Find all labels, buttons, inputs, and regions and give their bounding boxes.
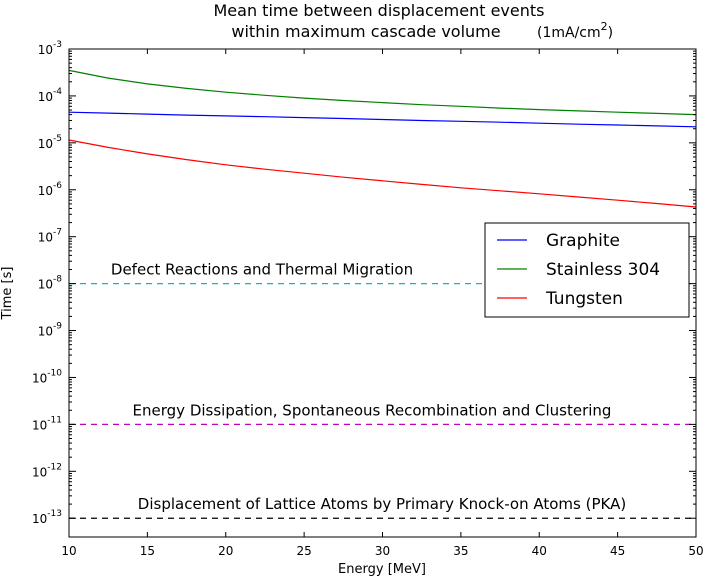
y-tick-label: 10-7 xyxy=(38,228,62,245)
y-tick-label: 10-3 xyxy=(38,40,62,57)
series-lines xyxy=(68,69,697,208)
reference-label: Displacement of Lattice Atoms by Primary… xyxy=(138,495,626,513)
y-tick-label: 10-11 xyxy=(32,415,62,432)
y-tick-label: 10-10 xyxy=(32,368,62,385)
y-axis-ticks: 10-3 10-4 10-5 10-6 10-7 10-8 10-9 10-10 10-11 10… xyxy=(32,40,696,526)
legend: Graphite Stainless 304 Tungsten xyxy=(484,222,690,318)
x-axis-label: Energy [MeV] xyxy=(338,562,426,577)
x-tick-label: 40 xyxy=(532,544,547,558)
y-tick-label: 10-5 xyxy=(38,134,62,151)
y-tick-label: 10-9 xyxy=(38,322,63,339)
chart-title-line2: within maximum cascade volume xyxy=(231,22,500,41)
x-tick-label: 20 xyxy=(218,544,233,558)
x-tick-label: 50 xyxy=(688,544,703,558)
y-tick-label: 10-12 xyxy=(32,462,62,479)
y-tick-label: 10-6 xyxy=(38,181,63,198)
legend-entry-label: Stainless 304 xyxy=(546,260,660,280)
chart-title-line1: Mean time between displacement events xyxy=(213,1,544,20)
legend-entry-label: Graphite xyxy=(546,231,620,251)
legend-box xyxy=(484,222,690,318)
x-tick-label: 35 xyxy=(453,544,468,558)
x-tick-label: 15 xyxy=(140,544,155,558)
reference-label: Defect Reactions and Thermal Migration xyxy=(111,261,413,279)
series-line xyxy=(68,139,697,208)
x-tick-label: 10 xyxy=(61,544,76,558)
reference-label: Energy Dissipation, Spontaneous Recombin… xyxy=(133,401,612,419)
y-tick-label: 10-13 xyxy=(32,509,62,526)
x-tick-label: 45 xyxy=(610,544,625,558)
chart-title-unit: (1mA/cm2) xyxy=(537,20,613,41)
x-tick-label: 25 xyxy=(296,544,311,558)
y-tick-label: 10-8 xyxy=(38,275,63,292)
series-line xyxy=(68,111,697,128)
legend-entry-label: Tungsten xyxy=(545,289,623,309)
x-axis-ticks: 10 15 20 25 30 35 40 45 50 xyxy=(61,49,704,558)
series-line xyxy=(68,69,697,116)
y-tick-label: 10-4 xyxy=(38,87,63,104)
y-axis-label: Time [s] xyxy=(0,267,15,321)
x-tick-label: 30 xyxy=(375,544,390,558)
reference-lines: Defect Reactions and Thermal Migration En… xyxy=(69,261,696,519)
